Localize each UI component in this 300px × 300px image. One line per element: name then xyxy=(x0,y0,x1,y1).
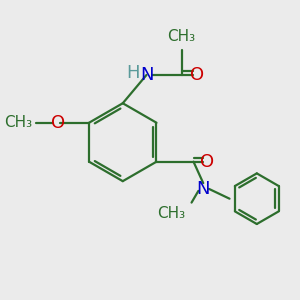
Text: CH₃: CH₃ xyxy=(158,206,186,221)
Text: CH₃: CH₃ xyxy=(4,115,32,130)
Text: N: N xyxy=(140,66,153,84)
Text: N: N xyxy=(196,180,210,198)
Text: CH₃: CH₃ xyxy=(167,29,196,44)
Text: O: O xyxy=(200,153,214,171)
Text: O: O xyxy=(51,114,65,132)
Text: H: H xyxy=(126,64,140,82)
Text: O: O xyxy=(190,66,204,84)
